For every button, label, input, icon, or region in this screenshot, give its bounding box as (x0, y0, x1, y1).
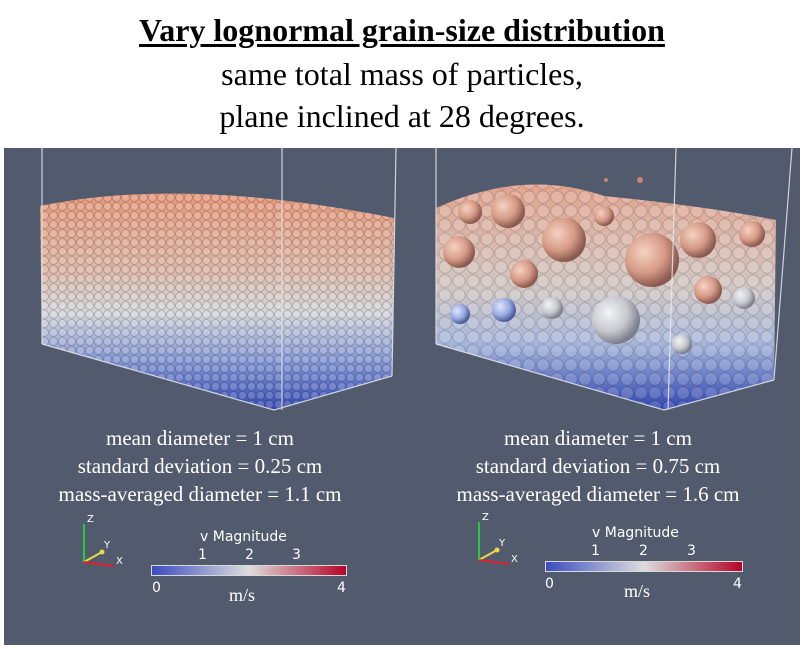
right-y-axis-label: Y (499, 538, 506, 549)
slide-title-block: Vary lognormal grain-size distribution s… (0, 0, 804, 148)
right-colorbar-min: 0 (545, 576, 554, 592)
right-colorbar-tick-1: 1 (591, 543, 600, 559)
left-colorbar-tick-2: 2 (245, 547, 254, 563)
slide-title: Vary lognormal grain-size distribution (139, 12, 665, 48)
render-viewport: mean diameter = 1 cm standard deviation … (4, 148, 800, 645)
left-colorbar-title: v Magnitude (200, 529, 287, 545)
left-stat-mean: mean diameter = 1 cm (106, 426, 294, 450)
left-axes-triad (83, 524, 115, 567)
left-colorbar-gradient (151, 565, 347, 576)
right-colorbar-gradient (545, 561, 743, 572)
right-z-axis-label: Z (482, 512, 489, 523)
left-colorbar-unit: m/s (229, 585, 256, 605)
right-colorbar-max: 4 (733, 576, 742, 592)
slide-subtitle-line-1: same total mass of particles, (221, 56, 583, 92)
left-z-axis-label: Z (87, 514, 94, 525)
right-bounding-box (435, 148, 793, 411)
left-y-axis-label: Y (104, 540, 111, 551)
left-stat-mass-avg: mass-averaged diameter = 1.1 cm (58, 482, 342, 506)
slide-subtitle-line-2: plane inclined at 28 degrees. (219, 98, 585, 134)
left-stat-std: standard deviation = 0.25 cm (77, 454, 323, 478)
right-colorbar-unit: m/s (624, 581, 651, 601)
left-particle-pile (40, 148, 397, 411)
right-colorbar-title: v Magnitude (592, 525, 679, 541)
right-stat-std: standard deviation = 0.75 cm (475, 454, 721, 478)
right-x-axis-label: X (511, 554, 518, 565)
right-particle-pile (435, 148, 793, 411)
left-bounding-box (41, 148, 397, 411)
right-colorbar-tick-2: 2 (639, 543, 648, 559)
left-colorbar-tick-3: 3 (292, 547, 301, 563)
right-stat-mass-avg: mass-averaged diameter = 1.6 cm (456, 482, 740, 506)
right-stat-mean: mean diameter = 1 cm (504, 426, 692, 450)
left-x-axis-label: X (116, 556, 123, 567)
render-scene (40, 148, 793, 567)
left-colorbar-max: 4 (337, 580, 346, 596)
left-colorbar-tick-1: 1 (198, 547, 207, 563)
left-colorbar-min: 0 (152, 580, 161, 596)
right-colorbar-tick-3: 3 (687, 543, 696, 559)
right-axes-triad (478, 522, 510, 565)
